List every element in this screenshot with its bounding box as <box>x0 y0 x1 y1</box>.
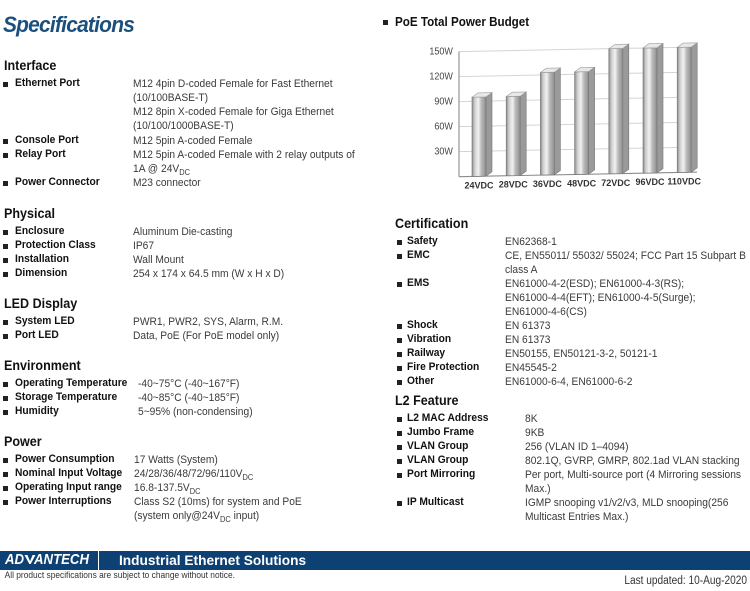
svg-text:28VDC: 28VDC <box>499 180 529 190</box>
svg-text:24VDC: 24VDC <box>464 180 494 190</box>
svg-text:48VDC: 48VDC <box>567 178 597 188</box>
svg-text:96VDC: 96VDC <box>635 177 665 187</box>
svg-text:72VDC: 72VDC <box>601 178 631 188</box>
svg-text:150W: 150W <box>429 46 453 56</box>
svg-text:120W: 120W <box>429 71 453 81</box>
svg-text:36VDC: 36VDC <box>533 179 563 189</box>
svg-text:90W: 90W <box>434 96 453 106</box>
svg-text:110VDC: 110VDC <box>667 177 701 187</box>
svg-text:60W: 60W <box>434 121 453 131</box>
svg-text:30W: 30W <box>434 146 453 156</box>
